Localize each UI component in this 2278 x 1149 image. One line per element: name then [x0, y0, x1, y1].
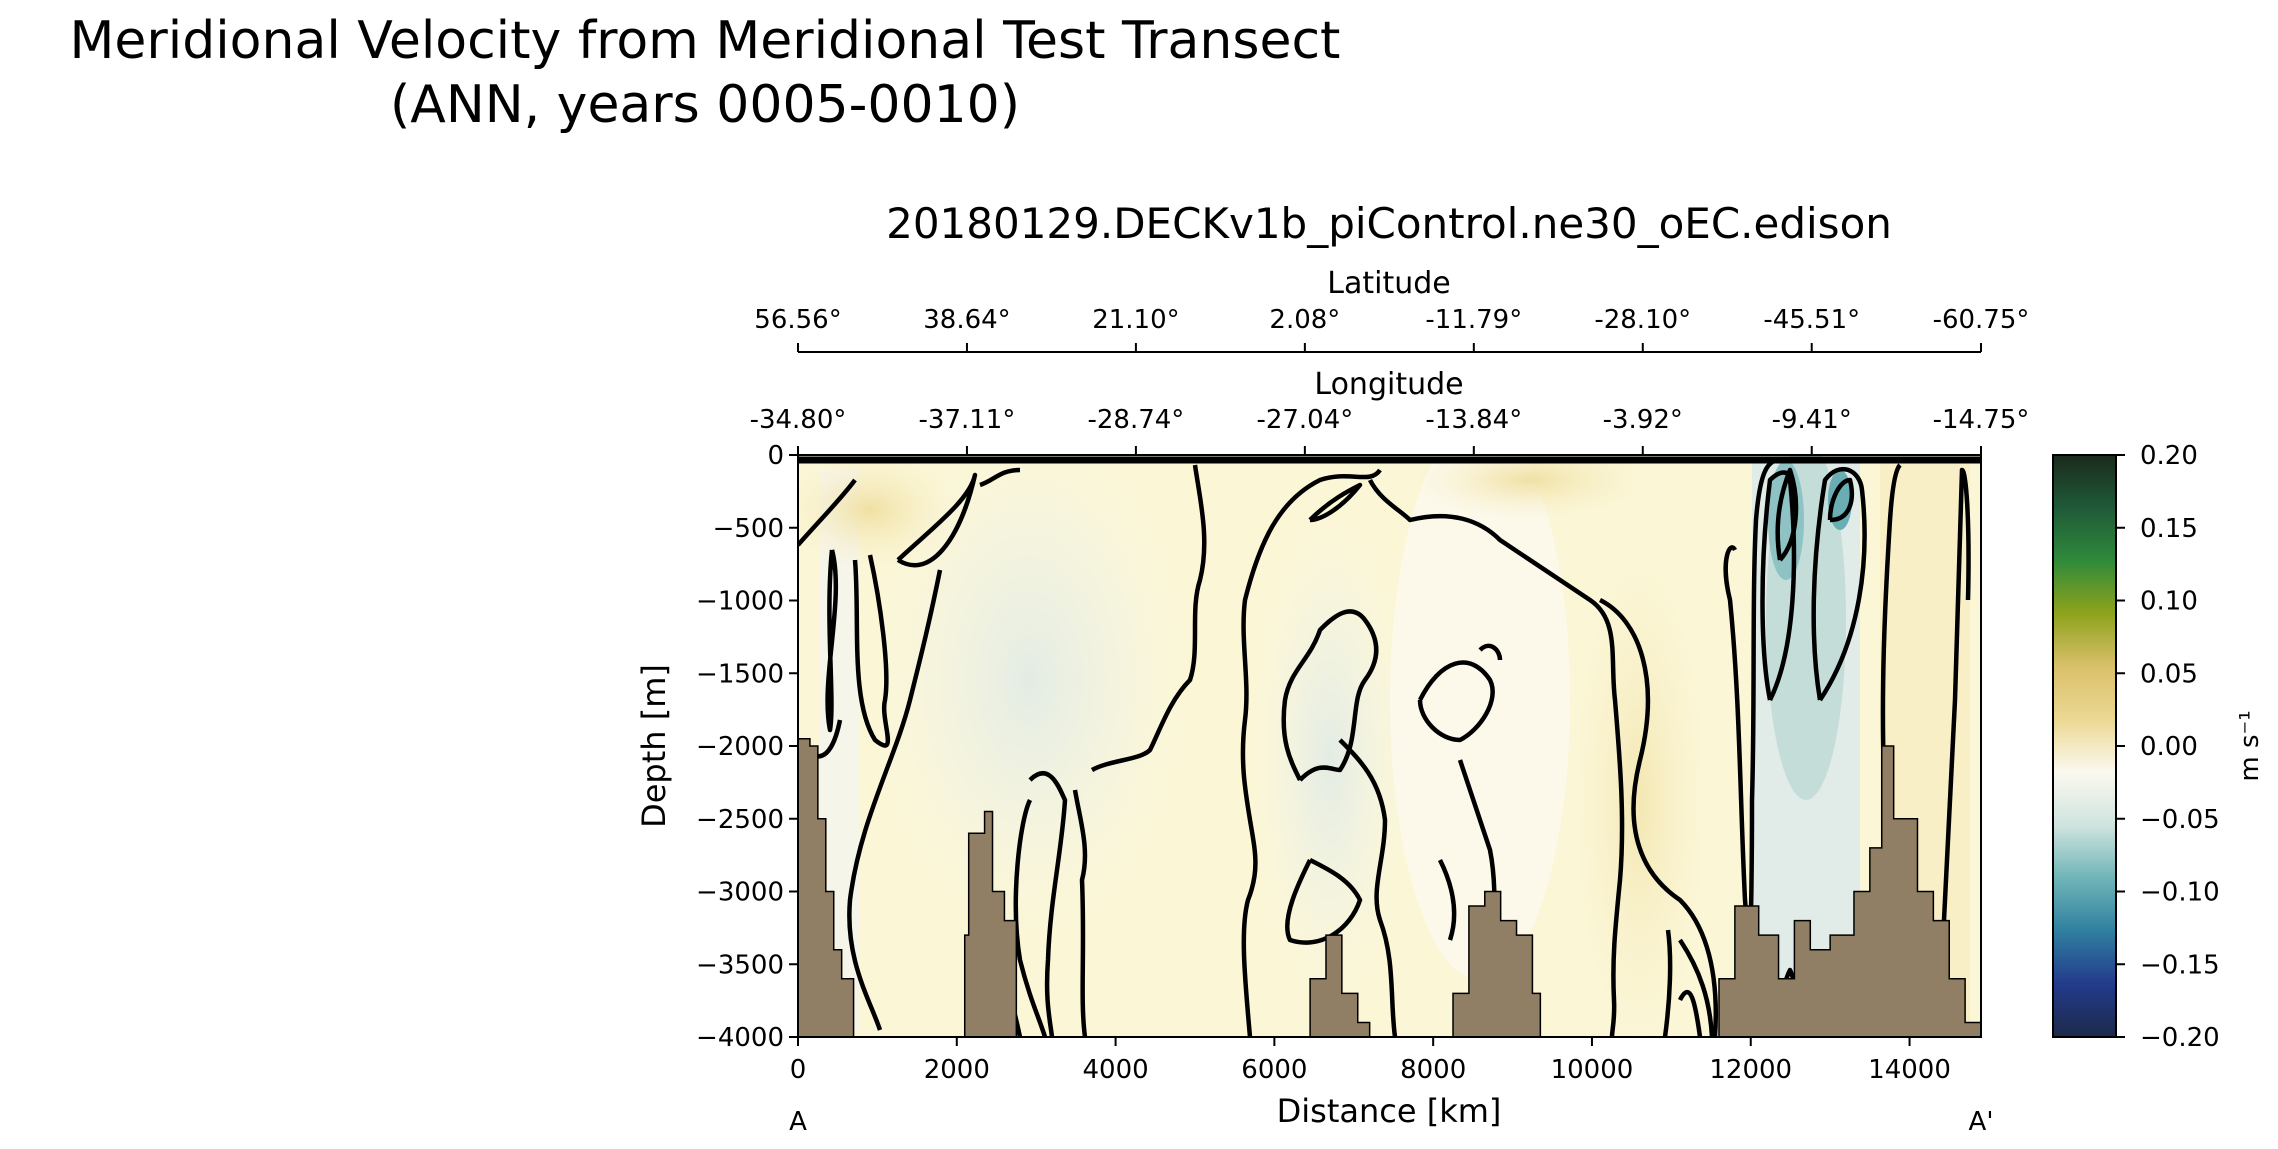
latitude-tick-label: -28.10°: [1594, 305, 1691, 335]
contour-12: [1090, 464, 1207, 773]
x-tick-label: 2000: [924, 1055, 990, 1085]
colorbar-tick-label: 0.20: [2140, 441, 2198, 471]
contour-7: [979, 467, 1021, 488]
contour-31: [1811, 467, 1867, 702]
colorbar-tick-label: −0.10: [2140, 878, 2220, 908]
latitude-tick-label: 2.08°: [1269, 305, 1340, 335]
contour-24: [1598, 597, 1718, 1037]
x-tick-label: 14000: [1868, 1055, 1951, 1085]
bathymetry-layer: [798, 737, 1981, 1037]
contour-35: [1677, 990, 1703, 1037]
longitude-tick-label: -34.80°: [750, 405, 847, 435]
contour-18: [1338, 738, 1398, 1037]
contour-10: [1013, 798, 1048, 1037]
x-axis-label: Distance [km]: [1277, 1092, 1502, 1130]
figure-suptitle-line1: Meridional Velocity from Meridional Test…: [70, 11, 1341, 71]
x-axis-ticks: 0 2000 4000 6000 8000 10000 12000 14000: [790, 1037, 1951, 1085]
y-axis-ticks: 0 −500 −1000 −1500 −2000 −2500 −3000 −3500 −4000: [696, 441, 798, 1053]
y-tick-label: −3500: [696, 950, 784, 980]
contour-9: [1072, 789, 1088, 1037]
contour-20: [1417, 660, 1495, 743]
longitude-tick-label: -14.75°: [1933, 405, 2030, 435]
y-tick-label: −500: [713, 514, 784, 544]
x-tick-label: 4000: [1082, 1055, 1148, 1085]
x-tick-label: 0: [790, 1055, 807, 1085]
colorbar-tick-label: −0.15: [2140, 950, 2220, 980]
figure-suptitle-line2: (ANN, years 0005-0010): [390, 75, 1020, 135]
contour-14: [1281, 609, 1379, 782]
colorbar-tick-label: −0.05: [2140, 805, 2220, 835]
colorbar-tick-label: 0.15: [2140, 514, 2198, 544]
y-tick-label: −2000: [696, 732, 784, 762]
contour-26: [1662, 929, 1673, 1037]
x-tick-label: 12000: [1709, 1055, 1792, 1085]
field-region-pos-surface: [1410, 455, 1650, 520]
field-region-neg-2000km: [870, 455, 1190, 940]
colorbar-label: m s⁻¹: [2235, 710, 2265, 781]
y-tick-label: −1500: [696, 659, 784, 689]
contour-21: [1478, 643, 1503, 661]
field-region-pos-10000km: [1570, 540, 1710, 1037]
contour-25: [1678, 938, 1715, 1037]
x-tick-label: 6000: [1241, 1055, 1307, 1085]
contour-5: [896, 472, 978, 568]
y-tick-label: −3000: [696, 878, 784, 908]
contour-15: [1308, 482, 1363, 523]
colorbar-ticks: 0.20 0.15 0.10 0.05 0.00 −0.05 −0.10 −0.15 −0.20: [2116, 441, 2220, 1053]
colorbar: [2052, 454, 2117, 1038]
latitude-tick-label: -11.79°: [1425, 305, 1522, 335]
colorbar-tick-label: −0.20: [2140, 1023, 2220, 1053]
longitude-ticks: -34.80° -37.11° -28.74° -27.04° -13.84° -3.92…: [750, 405, 2030, 455]
y-tick-label: −1000: [696, 587, 784, 617]
contour-19: [1367, 478, 1625, 1037]
x-tick-label: 10000: [1551, 1055, 1634, 1085]
longitude-tick-label: -13.84°: [1425, 405, 1522, 435]
endpoint-start-label: A: [789, 1107, 807, 1137]
field-region-neg-6400km: [1250, 510, 1410, 1010]
field-region-pos-north: [798, 455, 960, 570]
longitude-tick-label: -9.41°: [1772, 405, 1852, 435]
colorbar-tick-label: 0.00: [2140, 732, 2198, 762]
latitude-tick-label: 56.56°: [754, 305, 841, 335]
contour-6: [847, 569, 943, 1031]
contour-30: [1775, 467, 1799, 562]
latitude-tick-label: 21.10°: [1092, 305, 1179, 335]
contour-32: [1827, 477, 1855, 523]
plot-field: [798, 455, 1981, 1037]
latitude-tick-label: -45.51°: [1763, 305, 1860, 335]
colorbar-tick-label: 0.05: [2140, 659, 2198, 689]
longitude-tick-label: -3.92°: [1603, 405, 1683, 435]
longitude-axis-label: Longitude: [1314, 367, 1463, 402]
contour-3: [852, 554, 891, 748]
latitude-tick-label: 38.64°: [923, 305, 1010, 335]
y-tick-label: −4000: [696, 1023, 784, 1053]
contour-23: [1437, 858, 1457, 941]
latitude-tick-label: -60.75°: [1933, 305, 2030, 335]
contour-2: [825, 549, 839, 733]
contour-1: [798, 478, 857, 547]
colorbar-tick-label: 0.10: [2140, 587, 2198, 617]
y-axis-label: Depth [m]: [635, 664, 673, 828]
field-region-neg-7500km: [1390, 455, 1570, 980]
contour-13: [1240, 468, 1382, 1037]
contour-34: [1937, 467, 1971, 1001]
contour-29: [1760, 470, 1797, 702]
axes-title: 20180129.DECKv1b_piControl.ne30_oEC.edis…: [886, 199, 1892, 248]
contour-8: [1028, 771, 1068, 1037]
bathymetry-polygon: [798, 737, 1981, 1037]
latitude-ticks: 56.56° 38.64° 21.10° 2.08° -11.79° -28.10° -45…: [754, 305, 2029, 352]
latitude-axis-label: Latitude: [1327, 266, 1450, 301]
longitude-tick-label: -37.11°: [919, 405, 1016, 435]
longitude-tick-label: -28.74°: [1087, 405, 1184, 435]
y-tick-label: −2500: [696, 805, 784, 835]
longitude-tick-label: -27.04°: [1256, 405, 1353, 435]
endpoint-end-label: A': [1969, 1107, 1994, 1137]
x-tick-label: 8000: [1400, 1055, 1466, 1085]
y-tick-label: 0: [767, 441, 784, 471]
